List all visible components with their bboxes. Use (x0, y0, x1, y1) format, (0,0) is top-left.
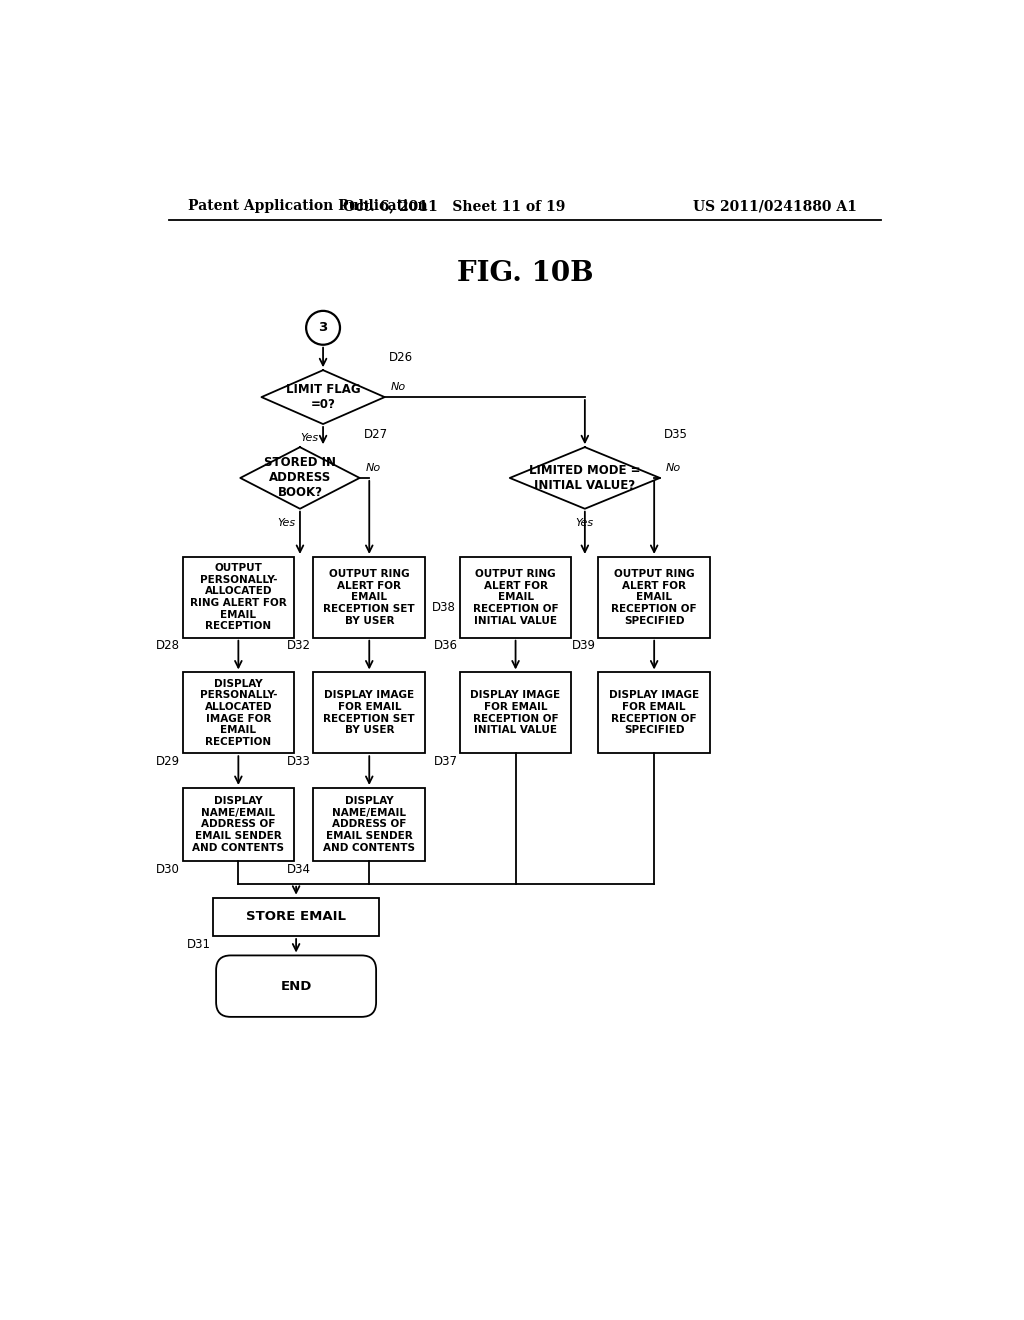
Text: No: No (666, 463, 681, 474)
Text: DISPLAY IMAGE
FOR EMAIL
RECEPTION OF
SPECIFIED: DISPLAY IMAGE FOR EMAIL RECEPTION OF SPE… (609, 690, 699, 735)
Text: FIG. 10B: FIG. 10B (457, 260, 593, 288)
Text: D38: D38 (432, 601, 456, 614)
Bar (182, 557, 294, 638)
Bar (182, 672, 294, 754)
Text: No: No (366, 463, 381, 474)
Text: D34: D34 (287, 862, 311, 875)
Text: D36: D36 (433, 639, 458, 652)
Text: No: No (391, 383, 406, 392)
Text: LIMIT FLAG
=0?: LIMIT FLAG =0? (286, 383, 360, 411)
Text: D33: D33 (288, 755, 311, 768)
Text: DISPLAY IMAGE
FOR EMAIL
RECEPTION OF
INITIAL VALUE: DISPLAY IMAGE FOR EMAIL RECEPTION OF INI… (470, 690, 560, 735)
Bar (182, 788, 294, 861)
Bar (213, 898, 379, 936)
Text: DISPLAY
PERSONALLY-
ALLOCATED
IMAGE FOR
EMAIL
RECEPTION: DISPLAY PERSONALLY- ALLOCATED IMAGE FOR … (200, 678, 278, 747)
Text: STORE EMAIL: STORE EMAIL (246, 911, 346, 924)
Text: OUTPUT RING
ALERT FOR
EMAIL
RECEPTION SET
BY USER: OUTPUT RING ALERT FOR EMAIL RECEPTION SE… (324, 569, 415, 626)
Text: END: END (281, 979, 311, 993)
Text: DISPLAY
NAME/EMAIL
ADDRESS OF
EMAIL SENDER
AND CONTENTS: DISPLAY NAME/EMAIL ADDRESS OF EMAIL SEND… (193, 796, 285, 853)
Text: D26: D26 (388, 351, 413, 364)
Text: DISPLAY
NAME/EMAIL
ADDRESS OF
EMAIL SENDER
AND CONTENTS: DISPLAY NAME/EMAIL ADDRESS OF EMAIL SEND… (324, 796, 416, 853)
Text: US 2011/0241880 A1: US 2011/0241880 A1 (692, 199, 856, 213)
Text: OUTPUT RING
ALERT FOR
EMAIL
RECEPTION OF
INITIAL VALUE: OUTPUT RING ALERT FOR EMAIL RECEPTION OF… (473, 569, 558, 626)
Text: D37: D37 (433, 755, 458, 768)
Text: 3: 3 (318, 321, 328, 334)
Text: D30: D30 (157, 862, 180, 875)
Bar (460, 672, 571, 754)
Text: D28: D28 (157, 639, 180, 652)
Bar (598, 672, 710, 754)
Text: Yes: Yes (575, 517, 594, 528)
Text: Yes: Yes (278, 517, 295, 528)
Text: D35: D35 (664, 428, 688, 441)
Text: OUTPUT RING
ALERT FOR
EMAIL
RECEPTION OF
SPECIFIED: OUTPUT RING ALERT FOR EMAIL RECEPTION OF… (611, 569, 697, 626)
Bar (313, 788, 425, 861)
FancyBboxPatch shape (216, 956, 376, 1016)
Text: Oct. 6, 2011   Sheet 11 of 19: Oct. 6, 2011 Sheet 11 of 19 (343, 199, 565, 213)
Text: D39: D39 (572, 639, 596, 652)
Text: STORED IN
ADDRESS
BOOK?: STORED IN ADDRESS BOOK? (264, 457, 336, 499)
Text: Yes: Yes (300, 433, 318, 444)
Text: OUTPUT
PERSONALLY-
ALLOCATED
RING ALERT FOR
EMAIL
RECEPTION: OUTPUT PERSONALLY- ALLOCATED RING ALERT … (190, 564, 287, 631)
Bar (313, 672, 425, 754)
Bar (313, 557, 425, 638)
Text: DISPLAY IMAGE
FOR EMAIL
RECEPTION SET
BY USER: DISPLAY IMAGE FOR EMAIL RECEPTION SET BY… (324, 690, 415, 735)
Text: D32: D32 (287, 639, 311, 652)
Text: LIMITED MODE =
INITIAL VALUE?: LIMITED MODE = INITIAL VALUE? (529, 463, 641, 492)
Text: Patent Application Publication: Patent Application Publication (188, 199, 428, 213)
Text: D27: D27 (364, 428, 388, 441)
Text: D31: D31 (187, 937, 211, 950)
Bar (598, 557, 710, 638)
Text: D29: D29 (156, 755, 180, 768)
Bar (460, 557, 571, 638)
